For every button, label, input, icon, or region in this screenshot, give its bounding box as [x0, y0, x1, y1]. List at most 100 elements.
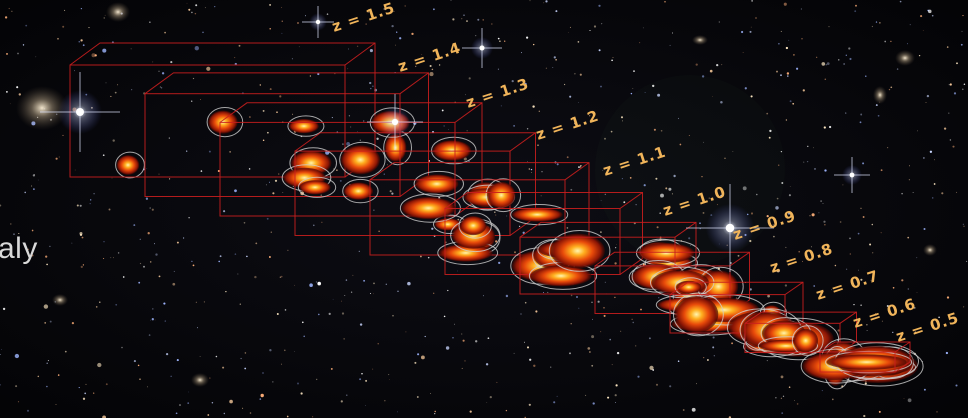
star: [211, 401, 214, 404]
star: [191, 11, 193, 14]
star: [537, 144, 539, 146]
star: [89, 203, 91, 205]
star: [635, 204, 637, 206]
galaxy: [873, 86, 887, 104]
star: [300, 392, 303, 395]
star: [147, 386, 149, 388]
star: [960, 43, 963, 46]
star: [788, 194, 791, 197]
star: [85, 383, 87, 385]
star: [576, 296, 578, 298]
star: [962, 223, 964, 225]
star: [482, 295, 484, 297]
star: [780, 74, 782, 77]
star: [10, 223, 12, 225]
star: [600, 200, 602, 201]
star: [339, 179, 342, 182]
star: [766, 214, 769, 218]
star: [194, 46, 199, 51]
star: [298, 46, 300, 48]
star: [553, 401, 556, 404]
star: [447, 289, 449, 292]
star: [284, 349, 286, 352]
star: [679, 143, 682, 146]
star: [117, 84, 119, 86]
star: [208, 150, 211, 153]
star: [687, 338, 689, 340]
star: [431, 227, 434, 230]
slice-front-face: [669, 294, 786, 334]
star: [183, 237, 185, 239]
star: [222, 366, 225, 369]
slice-edge: [564, 162, 590, 181]
star: [138, 281, 141, 284]
star: [526, 161, 528, 163]
star: [793, 54, 795, 56]
star: [365, 404, 366, 406]
star: [780, 150, 783, 153]
star: [269, 88, 272, 91]
star: [336, 169, 338, 171]
star: [378, 230, 380, 232]
star: [785, 46, 789, 50]
star: [330, 367, 333, 370]
star: [31, 254, 34, 257]
star: [348, 48, 349, 50]
star: [22, 44, 25, 46]
star: [165, 352, 169, 356]
star: [928, 9, 932, 14]
star: [0, 384, 1, 386]
star: [188, 217, 190, 219]
star: [772, 224, 774, 226]
star: [149, 261, 152, 263]
star: [853, 303, 855, 306]
star: [234, 189, 237, 193]
star: [587, 347, 591, 350]
star: [600, 85, 602, 88]
slice-edge: [399, 72, 429, 95]
star: [376, 137, 379, 140]
star: [466, 130, 468, 132]
star: [632, 321, 634, 324]
star: [823, 220, 826, 223]
star: [13, 233, 15, 235]
star: [186, 2, 188, 4]
star: [499, 40, 501, 42]
star: [279, 276, 282, 278]
star: [604, 137, 606, 140]
star: [528, 403, 531, 406]
star: [768, 136, 771, 139]
star: [854, 10, 857, 13]
star: [802, 260, 803, 262]
galaxy: [895, 50, 915, 66]
star: [148, 334, 151, 336]
mass-contour: [674, 277, 707, 298]
star: [849, 253, 851, 255]
mass-concentration: [384, 133, 407, 162]
star: [272, 192, 275, 195]
star: [363, 279, 366, 282]
mass-contour: [413, 170, 464, 197]
star: [589, 351, 591, 353]
star: [18, 93, 21, 96]
mass-contour: [287, 115, 325, 137]
star: [369, 81, 372, 85]
star: [424, 335, 426, 338]
star: [219, 255, 222, 258]
star: [294, 284, 296, 286]
star: [952, 145, 955, 148]
star: [450, 0, 452, 1]
star: [115, 303, 118, 306]
star: [956, 62, 958, 65]
star: [533, 364, 536, 367]
star: [655, 177, 658, 180]
star: [603, 306, 605, 309]
star: [218, 260, 221, 263]
star: [279, 95, 282, 98]
star: [540, 195, 542, 197]
star: [623, 201, 626, 204]
star: [6, 91, 8, 93]
star: [269, 181, 270, 183]
galaxy: [191, 373, 209, 387]
star: [782, 395, 785, 397]
